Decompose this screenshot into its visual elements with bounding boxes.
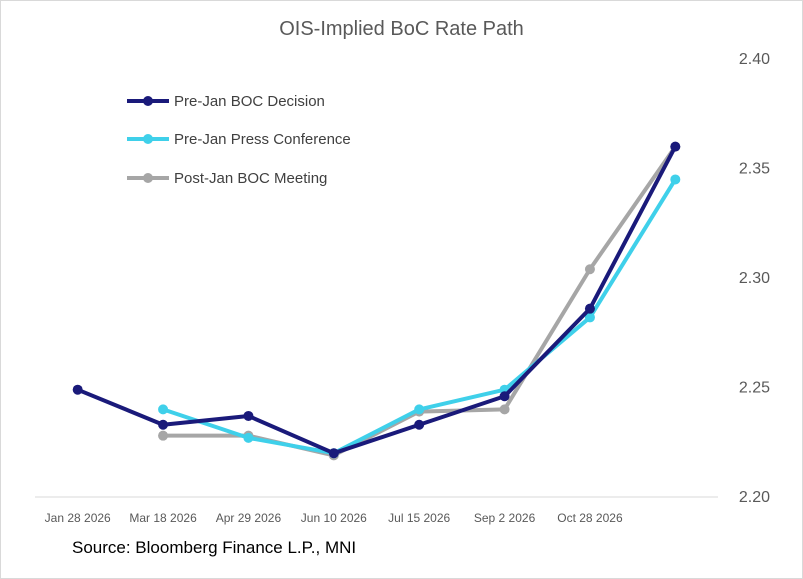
data-point-pre-jan-boc-decision [499, 391, 510, 402]
data-point-post-jan-boc-meeting [158, 430, 169, 441]
x-tick-label: Jun 10 2026 [301, 511, 367, 525]
data-point-pre-jan-boc-decision [328, 448, 339, 459]
x-tick-label: Oct 28 2026 [557, 511, 623, 525]
data-point-pre-jan-press-conference [158, 404, 169, 415]
chart-title: OIS-Implied BoC Rate Path [279, 18, 524, 40]
data-point-pre-jan-press-conference [584, 312, 595, 323]
legend-label-pre-jan-boc-decision: Pre-Jan BOC Decision [174, 93, 325, 110]
data-point-pre-jan-boc-decision [670, 141, 681, 152]
data-point-pre-jan-press-conference [414, 404, 425, 415]
x-tick-label: Sep 2 2026 [474, 511, 536, 525]
data-point-pre-jan-boc-decision [243, 410, 254, 421]
y-tick-label: 2.35 [739, 161, 770, 178]
data-point-pre-jan-boc-decision [584, 303, 595, 314]
data-point-pre-jan-boc-decision [414, 419, 425, 430]
y-tick-label: 2.25 [739, 380, 770, 397]
data-point-post-jan-boc-meeting [584, 264, 595, 275]
y-tick-label: 2.40 [739, 51, 770, 68]
x-tick-label: Mar 18 2026 [129, 511, 197, 525]
x-tick-label: Apr 29 2026 [216, 511, 282, 525]
legend-marker-pre-jan-press-conference [143, 134, 153, 144]
x-tick-label: Jan 28 2026 [45, 511, 111, 525]
series-lines [72, 141, 681, 461]
y-tick-labels: 2.20 2.25 2.30 2.35 2.40 [739, 51, 770, 506]
x-tick-labels: Jan 28 2026 Mar 18 2026 Apr 29 2026 Jun 10 … [45, 511, 623, 525]
y-tick-label: 2.20 [739, 489, 770, 506]
legend-label-post-jan-boc-meeting: Post-Jan BOC Meeting [174, 170, 327, 187]
legend-label-pre-jan-press-conference: Pre-Jan Press Conference [174, 131, 351, 148]
data-point-pre-jan-press-conference [670, 174, 681, 185]
data-point-pre-jan-press-conference [243, 432, 254, 443]
legend: Pre-Jan BOC Decision Pre-Jan Press Confer… [127, 93, 351, 187]
legend-marker-pre-jan-boc-decision [143, 96, 153, 106]
x-tick-label: Jul 15 2026 [388, 511, 450, 525]
data-point-post-jan-boc-meeting [499, 404, 510, 415]
y-tick-label: 2.30 [739, 270, 770, 287]
legend-marker-post-jan-boc-meeting [143, 173, 153, 183]
source-note: Source: Bloomberg Finance L.P., MNI [72, 538, 357, 557]
series-line-pre-jan-boc-decision [76, 145, 678, 456]
data-point-pre-jan-boc-decision [158, 419, 169, 430]
data-point-pre-jan-boc-decision [72, 384, 83, 395]
